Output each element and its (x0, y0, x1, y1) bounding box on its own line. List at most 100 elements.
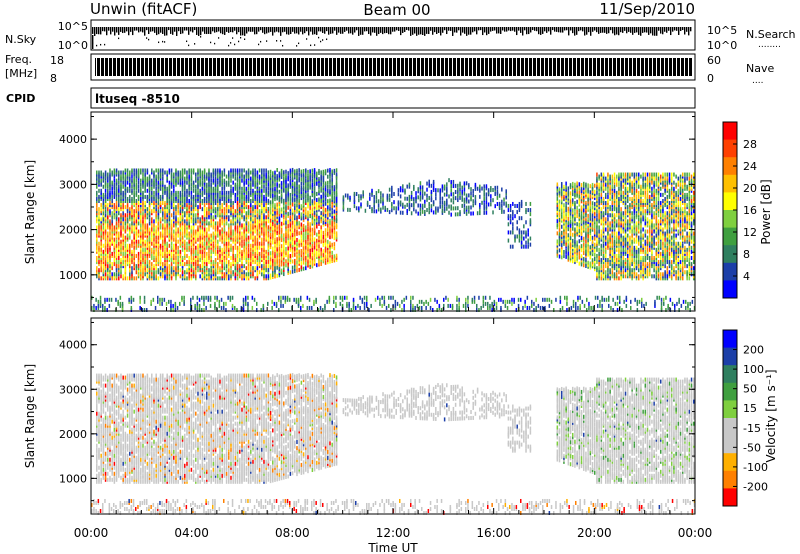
nsky-mark (670, 27, 672, 36)
data-cell (153, 184, 155, 189)
data-cell (219, 180, 221, 185)
data-cell (153, 180, 155, 185)
data-cell (210, 217, 212, 222)
data-cell (109, 243, 111, 248)
data-cell (104, 272, 107, 277)
data-cell (144, 251, 146, 256)
data-cell (309, 195, 311, 200)
nsky-mark (416, 27, 418, 36)
data-cell (118, 272, 120, 277)
nsky-mark (686, 27, 688, 32)
data-cell (184, 184, 186, 189)
data-cell (225, 174, 228, 179)
data-cell (162, 176, 164, 181)
data-cell (195, 203, 197, 208)
data-cell (188, 176, 190, 181)
nsky-mark (242, 27, 244, 36)
data-cell (107, 190, 109, 195)
data-cell (492, 210, 494, 215)
data-cell (413, 207, 415, 212)
data-cell (267, 182, 270, 187)
data-cell (206, 219, 208, 224)
data-cell (181, 274, 184, 279)
data-cell (212, 188, 215, 193)
data-cell (148, 235, 151, 240)
data-cell (190, 182, 193, 187)
data-cell (144, 176, 146, 181)
data-cell (241, 243, 243, 248)
data-cell (155, 201, 157, 206)
data-cell (129, 176, 131, 181)
data-cell (113, 186, 116, 191)
nsky-mark (154, 27, 156, 33)
data-cell (210, 270, 212, 275)
data-cell (109, 223, 111, 228)
data-cell (230, 233, 232, 238)
data-cell (485, 184, 488, 189)
data-cell (443, 200, 446, 205)
data-cell (247, 227, 250, 232)
data-cell (111, 201, 113, 206)
data-cell (318, 219, 320, 224)
data-cell (144, 182, 146, 187)
data-cell (124, 184, 127, 189)
data-cell (199, 231, 201, 236)
data-cell (115, 255, 118, 260)
data-cell (283, 219, 285, 224)
data-cell (129, 215, 131, 220)
data-cell (252, 223, 254, 228)
data-cell (115, 268, 118, 273)
data-cell (109, 258, 111, 263)
data-cell (142, 276, 144, 281)
data-cell (280, 213, 283, 218)
data-cell (133, 219, 135, 224)
nsky-mark (186, 27, 188, 31)
data-cell (324, 169, 327, 174)
data-cell (124, 170, 127, 175)
data-cell (179, 258, 182, 263)
data-cell (159, 223, 162, 228)
data-cell (395, 206, 397, 211)
data-cell (190, 213, 193, 218)
data-cell (195, 270, 197, 275)
data-cell (316, 242, 318, 247)
data-cell (184, 276, 186, 281)
data-cell (137, 201, 140, 206)
data-cell (254, 251, 256, 256)
data-cell (210, 213, 212, 218)
data-cell (133, 249, 135, 254)
data-cell (276, 237, 278, 242)
data-cell (206, 196, 208, 201)
nsky-mark (440, 27, 442, 36)
freq-gap (164, 58, 165, 76)
data-cell (232, 219, 234, 224)
data-cell (133, 194, 135, 199)
data-cell (223, 178, 226, 183)
nsky-mark (230, 27, 232, 33)
data-cell (142, 249, 144, 254)
nsky-mark (320, 27, 322, 32)
data-cell (512, 210, 514, 215)
freq-gap (412, 58, 413, 76)
data-cell (210, 205, 212, 210)
data-cell (168, 231, 171, 236)
nsky-mark (322, 27, 324, 33)
data-cell (151, 182, 153, 187)
data-cell (115, 186, 118, 191)
data-cell (170, 205, 173, 210)
nsky-mark (586, 27, 588, 35)
data-cell (223, 215, 226, 220)
data-cell (177, 264, 179, 269)
data-cell (153, 231, 155, 236)
data-cell (190, 227, 193, 232)
data-cell (265, 274, 267, 279)
data-cell (186, 233, 188, 238)
nsky-mark (568, 27, 570, 36)
data-cell (188, 237, 190, 242)
data-cell (316, 191, 318, 196)
data-cell (206, 233, 208, 238)
data-cell (417, 203, 419, 208)
data-cell (115, 274, 118, 279)
data-cell (195, 231, 197, 236)
data-cell (155, 243, 157, 248)
